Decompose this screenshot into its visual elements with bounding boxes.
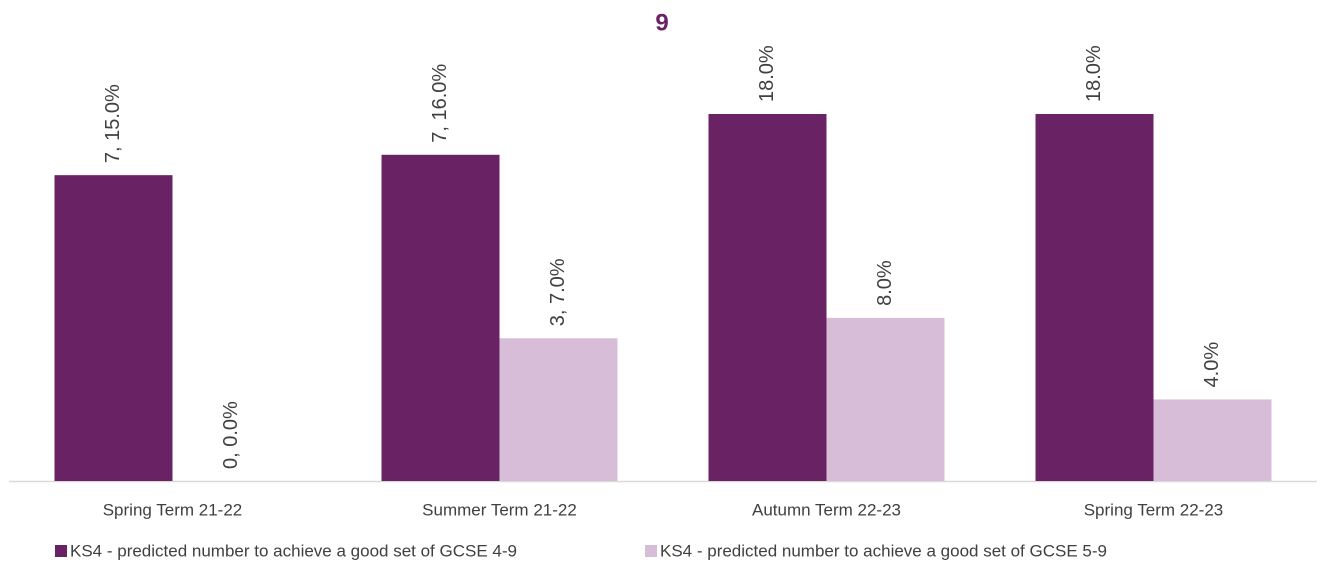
legend-label: KS4 - predicted number to achieve a good… xyxy=(660,541,1107,560)
legend-swatch xyxy=(55,545,67,557)
data-label: 7, 15.0% xyxy=(102,84,124,163)
data-label: 18.0% xyxy=(1083,45,1105,102)
x-tick-label: Spring Term 21-22 xyxy=(103,500,243,519)
data-label: 8.0% xyxy=(874,260,896,306)
bar xyxy=(54,175,173,481)
bar xyxy=(1035,114,1154,481)
data-label: 0, 0.0% xyxy=(220,401,242,469)
chart-title: 9 xyxy=(655,9,668,36)
bar xyxy=(708,114,827,481)
x-tick-label: Spring Term 22-23 xyxy=(1084,500,1224,519)
data-label: 3, 7.0% xyxy=(547,258,569,326)
bar xyxy=(826,317,945,481)
legend-swatch xyxy=(645,545,657,557)
data-label: 18.0% xyxy=(756,45,778,102)
data-label: 7, 16.0% xyxy=(429,64,451,143)
x-tick-label: Autumn Term 22-23 xyxy=(752,500,901,519)
data-label: 4.0% xyxy=(1201,342,1223,388)
x-tick-label: Summer Term 21-22 xyxy=(422,500,577,519)
bar xyxy=(1153,399,1272,481)
bar xyxy=(381,154,500,481)
legend-label: KS4 - predicted number to achieve a good… xyxy=(70,541,517,560)
bar xyxy=(499,338,618,481)
